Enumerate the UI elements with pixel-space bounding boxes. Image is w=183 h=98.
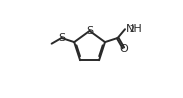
Text: 2: 2	[130, 25, 135, 34]
Text: O: O	[119, 44, 128, 54]
Text: NH: NH	[126, 24, 142, 34]
Text: S: S	[58, 33, 65, 43]
Text: S: S	[86, 26, 93, 36]
